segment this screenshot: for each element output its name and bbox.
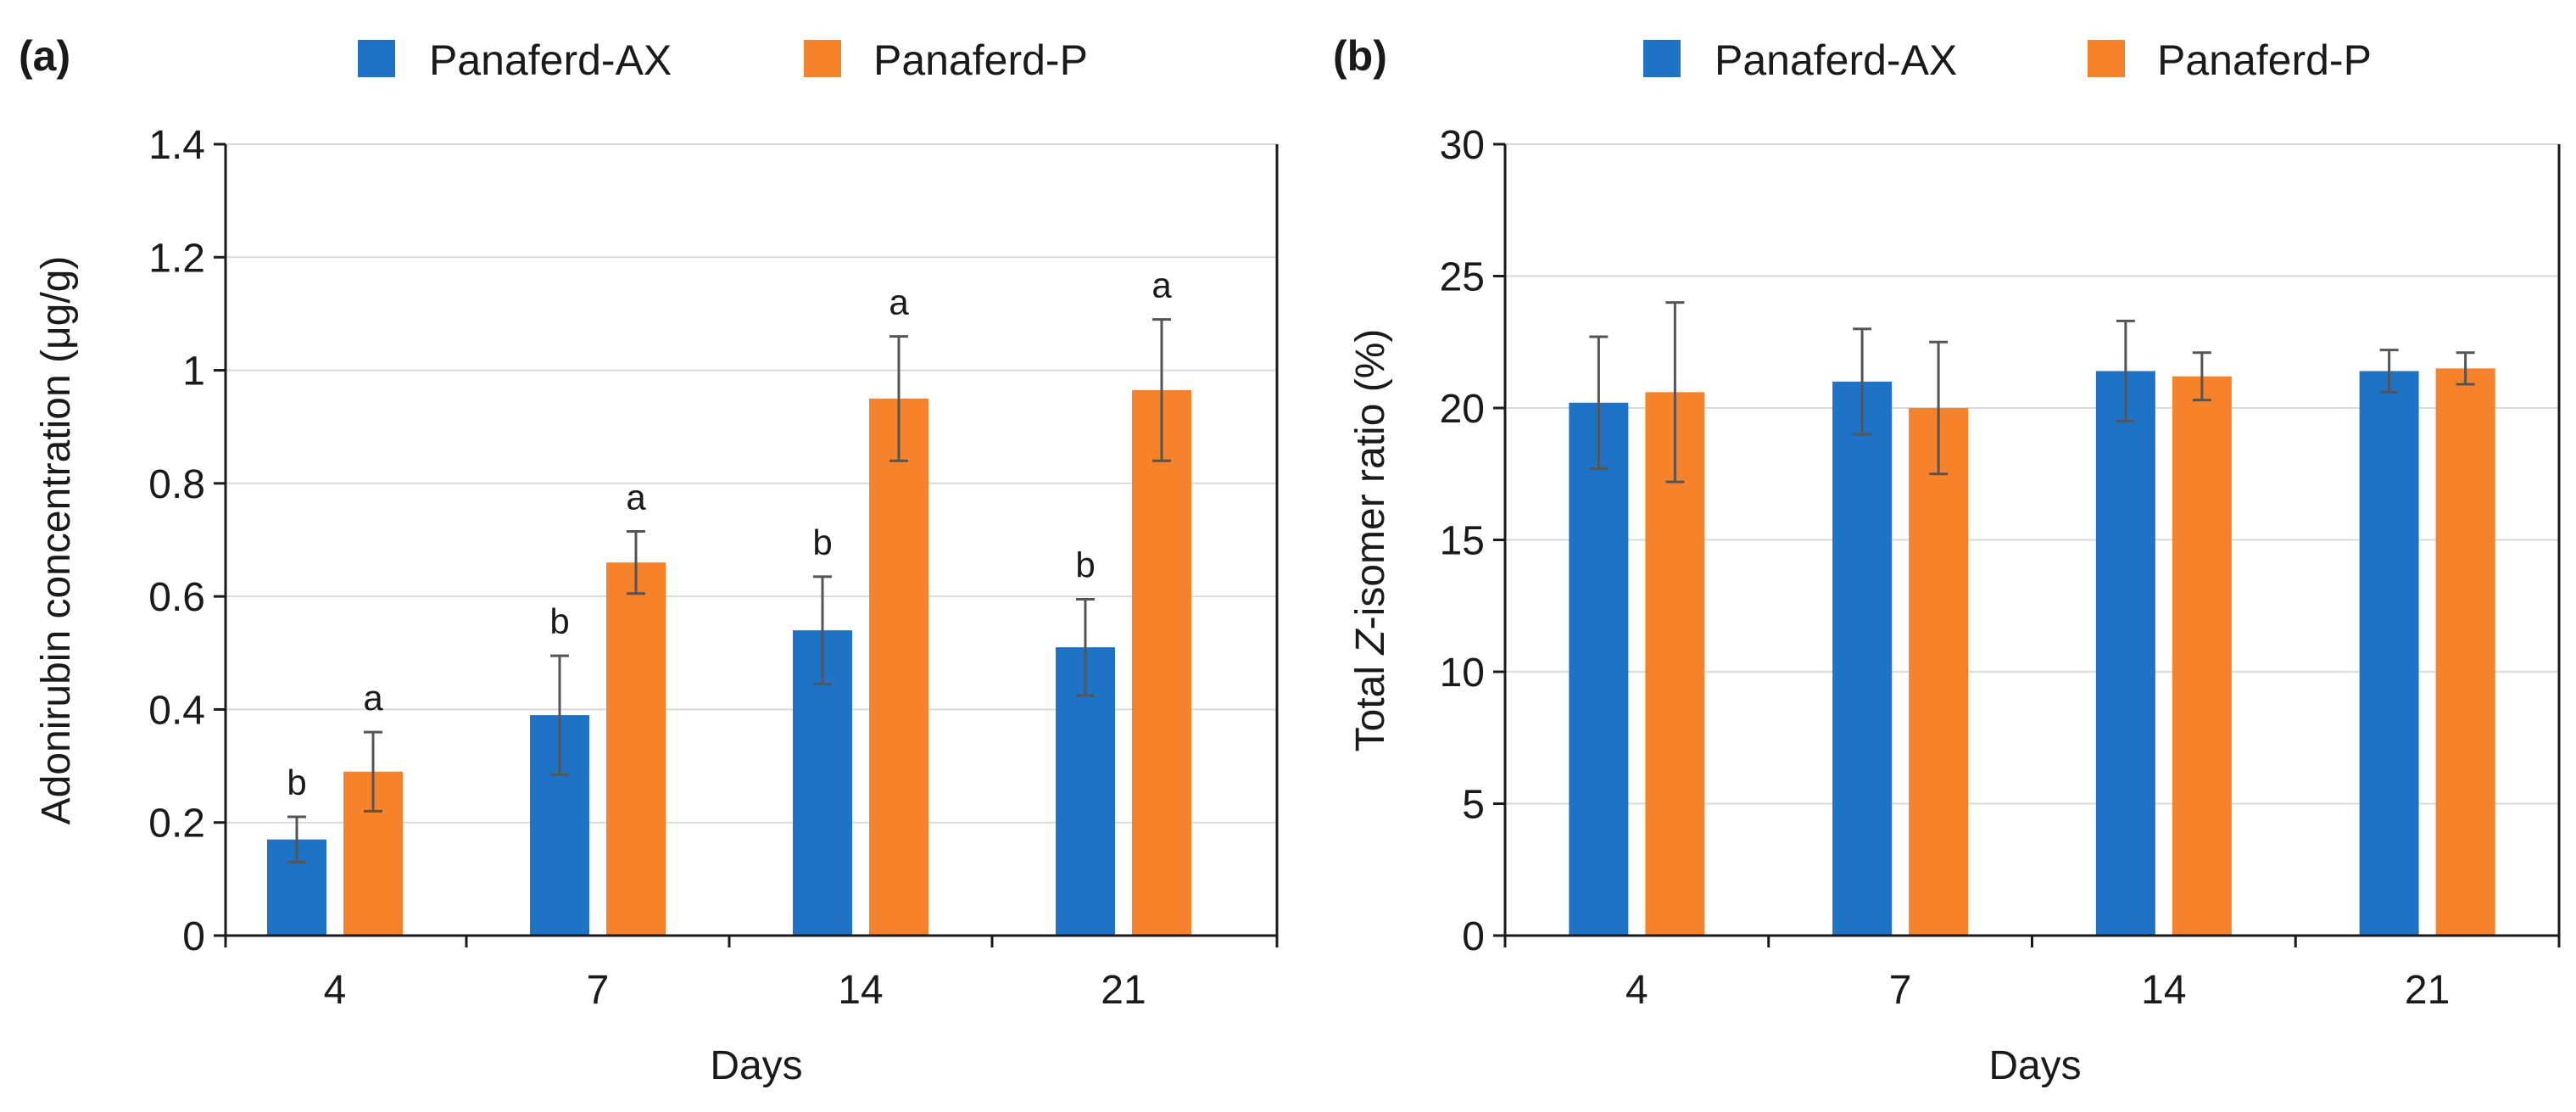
y-tick-label-b-1: 5: [1462, 783, 1485, 828]
y-tick-label-b-6: 30: [1440, 123, 1485, 168]
panel-b-x-ticks: 4 7 14 21: [1503, 936, 2561, 1013]
x-tick-label-a-2: 14: [838, 968, 883, 1013]
bar-b-1-2: [2172, 376, 2232, 936]
legend-a-swatch-p: [804, 40, 841, 77]
bar-b-0-3: [2359, 371, 2419, 936]
error-bar-a-0-2: [813, 575, 832, 685]
panel-b-y-title-part1: Total: [1348, 655, 1393, 752]
x-tick-label-a-1: 7: [587, 968, 610, 1013]
x-tick-label-b-1: 7: [1889, 968, 1912, 1013]
sig-letter-a-1-1: a: [626, 478, 646, 517]
panel-b-error-bars: [1589, 301, 2475, 483]
y-tick-label-b-0: 0: [1462, 914, 1485, 959]
x-tick-label-b-2: 14: [2141, 968, 2186, 1013]
y-tick-label-b-5: 25: [1440, 255, 1485, 300]
panel-a-y-title: Adonirubin concentration (μg/g): [34, 256, 79, 825]
y-tick-label-b-2: 10: [1440, 651, 1485, 696]
panel-b-label: (b): [1333, 32, 1387, 80]
sig-letter-a-0-0: b: [287, 763, 306, 802]
panel-b-axes: [1503, 144, 2561, 937]
x-tick-label-a-3: 21: [1101, 968, 1146, 1013]
x-tick-label-b-3: 21: [2405, 968, 2450, 1013]
bar-a-1-2: [869, 398, 928, 936]
y-tick-label-a-4: 0.8: [148, 462, 205, 507]
error-bar-b-1-2: [2192, 351, 2211, 402]
panel-a-y-ticks: 0 0.2 0.4 0.6 0.8 1 1.2 1.4: [148, 123, 226, 959]
panel-b-y-title-part3: -isomer ratio (%): [1348, 329, 1393, 630]
error-bar-b-1-3: [2456, 351, 2475, 386]
panel-a-significance-letters: b b b b a a a a: [287, 265, 1172, 802]
bar-b-0-1: [1832, 381, 1893, 936]
panel-a-bars: [267, 389, 1191, 936]
sig-letter-a-1-0: a: [363, 678, 383, 718]
error-bar-a-1-0: [364, 730, 382, 813]
error-bar-a-1-3: [1152, 318, 1171, 462]
panel-a-gridlines: [226, 143, 1277, 824]
panel-a-error-bars: [287, 318, 1171, 863]
legend-b-label-p: Panaferd-P: [2157, 36, 2372, 84]
y-tick-label-a-1: 0.2: [148, 802, 205, 847]
error-bar-a-1-2: [889, 335, 908, 462]
panel-b-x-title: Days: [1988, 1043, 2081, 1088]
error-bar-b-0-2: [2116, 319, 2135, 423]
panel-b-y-title-italic-z: Z: [1348, 629, 1393, 656]
y-tick-label-a-6: 1.2: [148, 236, 205, 281]
panel-a-x-ticks: 4 7 14 21: [224, 936, 1279, 1013]
sig-letter-a-1-3: a: [1151, 265, 1172, 305]
error-bar-b-0-3: [2379, 349, 2399, 394]
bar-a-1-1: [606, 562, 666, 936]
y-tick-label-b-4: 20: [1440, 387, 1485, 432]
error-bar-b-0-1: [1853, 327, 1872, 436]
bar-a-1-3: [1132, 389, 1191, 936]
error-bar-a-1-1: [627, 530, 645, 595]
panel-b-y-ticks: 0 5 10 15 20 25 30: [1440, 123, 1505, 959]
y-tick-label-a-2: 0.4: [148, 688, 205, 733]
y-tick-label-a-3: 0.6: [148, 575, 205, 620]
x-tick-label-a-0: 4: [324, 968, 347, 1013]
error-bar-b-1-0: [1665, 301, 1685, 483]
y-tick-label-a-7: 1.4: [148, 123, 205, 168]
legend-a-label-p: Panaferd-P: [873, 36, 1088, 84]
sig-letter-a-0-1: b: [549, 601, 569, 641]
error-bar-a-0-3: [1076, 597, 1095, 697]
y-tick-label-a-0: 0: [182, 914, 205, 959]
panel-b-chart: (b) Panaferd-AX Panaferd-P 051015202530 …: [1333, 32, 2561, 1088]
sig-letter-a-1-2: a: [889, 282, 909, 322]
panel-a-x-title: Days: [710, 1043, 802, 1088]
error-bar-b-0-0: [1589, 335, 1609, 471]
panel-a-axes: [224, 144, 1279, 937]
error-bar-a-0-1: [550, 654, 569, 776]
panel-a-label: (a): [19, 32, 70, 80]
legend-a-label-ax: Panaferd-AX: [429, 36, 672, 84]
bar-b-0-2: [2095, 371, 2155, 936]
panel-b-y-title: Total Z-isomer ratio (%): [1348, 329, 1393, 752]
bar-b-0-0: [1569, 402, 1629, 936]
panel-a-legend: Panaferd-AX Panaferd-P: [358, 36, 1088, 84]
sig-letter-a-0-3: b: [1075, 545, 1095, 584]
error-bar-a-0-0: [287, 815, 306, 863]
panel-a-chart: (a) Panaferd-AX Panaferd-P 0 0.2 0.4 0.6 0.8…: [19, 32, 1279, 1088]
bar-b-1-3: [2435, 368, 2495, 936]
panel-b-bars: [1569, 368, 2495, 936]
y-tick-label-a-5: 1: [182, 349, 205, 394]
y-tick-label-b-3: 15: [1440, 519, 1485, 564]
legend-b-swatch-p: [2088, 40, 2125, 77]
legend-b-label-ax: Panaferd-AX: [1715, 36, 1957, 84]
error-bar-b-1-1: [1929, 340, 1949, 476]
legend-a-swatch-ax: [358, 40, 395, 77]
legend-b-swatch-ax: [1643, 40, 1681, 77]
bar-b-1-1: [1909, 408, 1969, 936]
x-tick-label-b-0: 4: [1625, 968, 1648, 1013]
panel-b-legend: Panaferd-AX Panaferd-P: [1643, 36, 2372, 84]
sig-letter-a-0-2: b: [812, 522, 832, 562]
